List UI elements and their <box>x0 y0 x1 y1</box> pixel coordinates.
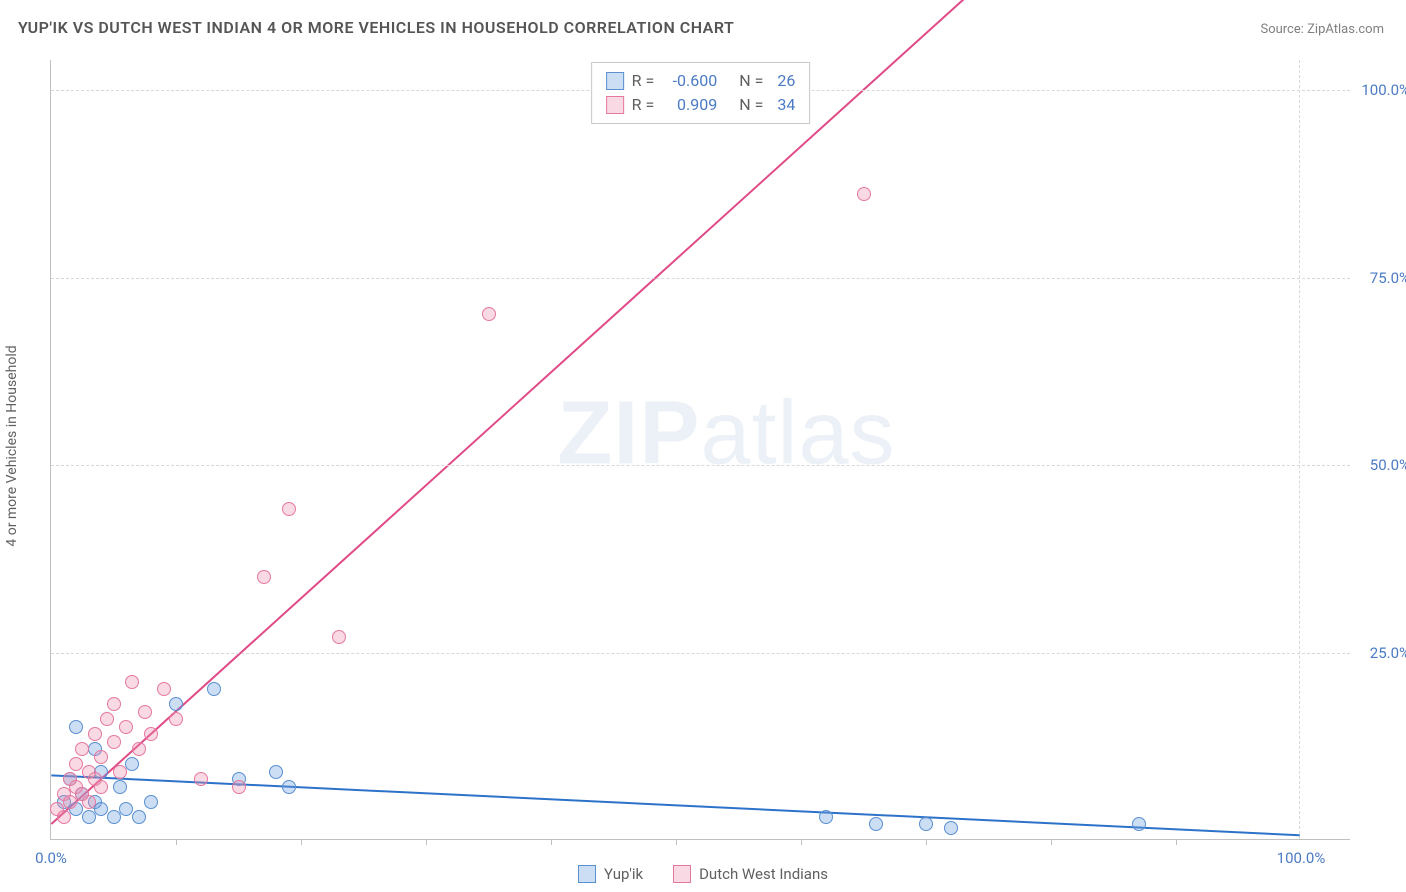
legend-n-value: 34 <box>777 93 795 117</box>
data-point <box>88 727 102 741</box>
source-attribution: Source: ZipAtlas.com <box>1260 22 1384 37</box>
watermark: ZIPatlas <box>557 382 895 485</box>
legend-swatch <box>606 72 624 90</box>
y-tick-label: 75.0% <box>1355 269 1406 287</box>
y-tick-label: 100.0% <box>1355 81 1406 99</box>
legend-n-label: N = <box>739 69 763 93</box>
x-minor-tick <box>426 839 427 845</box>
x-minor-tick <box>1176 839 1177 845</box>
data-point <box>132 742 146 756</box>
data-point <box>63 795 77 809</box>
data-point <box>919 817 933 831</box>
x-minor-tick <box>926 839 927 845</box>
legend-r-label: R = <box>632 69 655 93</box>
data-point <box>332 630 346 644</box>
data-point <box>207 682 221 696</box>
scatter-plot: ZIPatlas R =-0.600N =26R =0.909N =34 25.… <box>50 60 1350 840</box>
legend-swatch <box>673 865 691 883</box>
data-point <box>138 705 152 719</box>
data-point <box>119 720 133 734</box>
x-minor-tick <box>176 839 177 845</box>
x-minor-tick <box>801 839 802 845</box>
data-point <box>144 727 158 741</box>
trend-lines-layer <box>51 60 1350 839</box>
data-point <box>75 742 89 756</box>
data-point <box>69 720 83 734</box>
data-point <box>282 780 296 794</box>
data-point <box>82 810 96 824</box>
legend-n-label: N = <box>739 93 763 117</box>
data-point <box>1132 817 1146 831</box>
data-point <box>857 187 871 201</box>
y-axis-title: 4 or more Vehicles in Household <box>4 345 20 546</box>
data-point <box>482 307 496 321</box>
legend-series-name: Dutch West Indians <box>699 865 828 883</box>
data-point <box>944 821 958 835</box>
watermark-bold: ZIP <box>557 383 700 483</box>
data-point <box>269 765 283 779</box>
data-point <box>107 810 121 824</box>
legend-row: R = 0.909 N = 34 <box>606 93 796 117</box>
x-tick-label: 0.0% <box>35 849 67 867</box>
gridline-h <box>51 465 1350 466</box>
correlation-legend: R = -0.600 N = 26 R = 0.909 N = 34 <box>591 62 811 124</box>
data-point <box>94 780 108 794</box>
data-point <box>107 697 121 711</box>
data-point <box>125 675 139 689</box>
source-name: ZipAtlas.com <box>1307 22 1384 37</box>
legend-row: R = -0.600 N = 26 <box>606 69 796 93</box>
legend-series-name: Yup'ik <box>604 865 643 883</box>
data-point <box>82 795 96 809</box>
legend-swatch <box>606 96 624 114</box>
data-point <box>125 757 139 771</box>
x-minor-tick <box>676 839 677 845</box>
data-point <box>257 570 271 584</box>
legend-bottom-item: Yup'ik <box>578 865 643 883</box>
legend-r-value: -0.600 <box>662 69 717 93</box>
data-point <box>232 780 246 794</box>
trend-line <box>51 0 987 824</box>
data-point <box>169 712 183 726</box>
y-tick-label: 25.0% <box>1355 644 1406 662</box>
data-point <box>869 817 883 831</box>
plot-right-edge <box>1299 60 1300 839</box>
legend-n-value: 26 <box>777 69 795 93</box>
legend-bottom-item: Dutch West Indians <box>673 865 828 883</box>
data-point <box>819 810 833 824</box>
legend-r-label: R = <box>632 93 655 117</box>
x-minor-tick <box>551 839 552 845</box>
data-point <box>144 795 158 809</box>
x-minor-tick <box>301 839 302 845</box>
data-point <box>107 735 121 749</box>
watermark-light: atlas <box>700 383 895 483</box>
data-point <box>57 810 71 824</box>
series-legend: Yup'ik Dutch West Indians <box>578 865 828 883</box>
data-point <box>282 502 296 516</box>
data-point <box>157 682 171 696</box>
y-tick-label: 50.0% <box>1355 456 1406 474</box>
legend-r-value: 0.909 <box>662 93 717 117</box>
gridline-h <box>51 278 1350 279</box>
data-point <box>113 780 127 794</box>
gridline-h <box>51 653 1350 654</box>
data-point <box>100 712 114 726</box>
data-point <box>113 765 127 779</box>
data-point <box>94 750 108 764</box>
x-tick-label: 100.0% <box>1277 849 1326 867</box>
source-label: Source: <box>1260 22 1307 37</box>
chart-title: YUP'IK VS DUTCH WEST INDIAN 4 OR MORE VE… <box>18 18 734 37</box>
data-point <box>169 697 183 711</box>
data-point <box>194 772 208 786</box>
x-minor-tick <box>1051 839 1052 845</box>
legend-swatch <box>578 865 596 883</box>
data-point <box>132 810 146 824</box>
